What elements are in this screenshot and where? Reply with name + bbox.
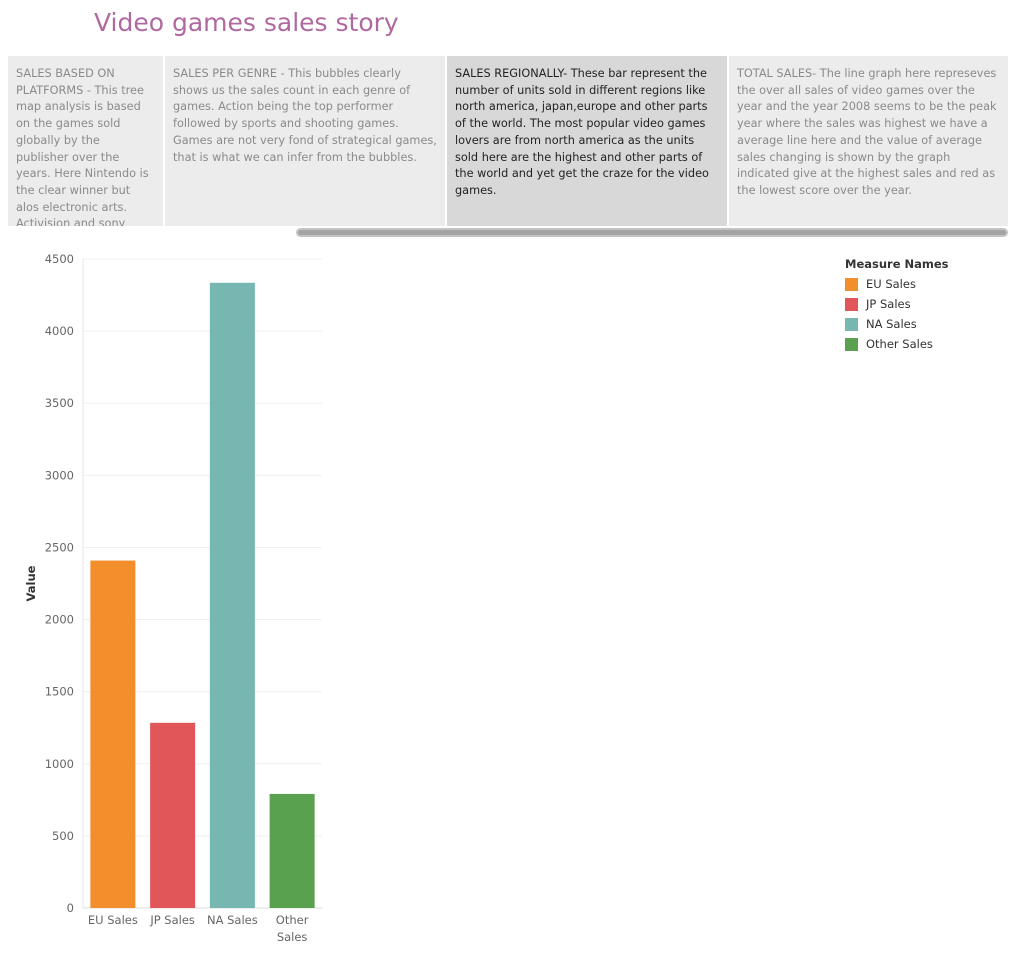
legend-label: NA Sales (866, 317, 917, 331)
x-tick-label: JP Sales (149, 913, 195, 927)
y-tick-label: 1000 (45, 757, 74, 771)
y-tick-label: 4500 (45, 252, 74, 266)
legend-swatch (845, 297, 858, 311)
x-tick-labels: EU Sales JP Sales NA Sales Other Sales (88, 913, 309, 944)
x-tick-label: Other (276, 913, 309, 927)
y-tick-label: 500 (52, 829, 74, 843)
story-point-genre[interactable]: SALES PER GENRE - This bubbles clearly s… (165, 56, 445, 226)
legend-item-na-sales[interactable]: NA Sales (845, 314, 949, 334)
y-tick-label: 3500 (45, 396, 74, 410)
bar (209, 282, 255, 909)
legend-swatch (845, 337, 858, 351)
legend-label: EU Sales (866, 277, 916, 291)
y-tick-label: 2000 (45, 613, 74, 627)
legend-title: Measure Names (845, 257, 949, 271)
story-title: Video games sales story (94, 8, 399, 37)
legend-label: JP Sales (866, 297, 911, 311)
story-scrollbar-thumb[interactable] (298, 230, 1006, 235)
story-point-regional[interactable]: SALES REGIONALLY- These bar represent th… (447, 56, 727, 226)
legend-label: Other Sales (866, 337, 933, 351)
story-point-total[interactable]: TOTAL SALES- The line graph here represe… (729, 56, 1008, 226)
x-tick-label: NA Sales (207, 913, 258, 927)
legend: Measure Names EU Sales JP Sales NA Sales… (845, 257, 949, 354)
y-tick-label: 4000 (45, 324, 74, 338)
story-navigator: SALES BASED ON PLATFORMS - This tree map… (8, 56, 1008, 226)
legend-item-other-sales[interactable]: Other Sales (845, 334, 949, 354)
legend-item-eu-sales[interactable]: EU Sales (845, 274, 949, 294)
y-tick-label: 3000 (45, 468, 74, 482)
story-point-platforms[interactable]: SALES BASED ON PLATFORMS - This tree map… (8, 56, 163, 226)
legend-item-jp-sales[interactable]: JP Sales (845, 294, 949, 314)
legend-swatch (845, 317, 858, 331)
legend-swatch (845, 277, 858, 291)
y-tick-labels: 0 500 1000 1500 2000 2500 3000 3500 4000 4500 (45, 252, 74, 915)
bar-chart: 0 500 1000 1500 2000 2500 3000 3500 4000 4500 Val… (24, 252, 322, 944)
bar (150, 722, 196, 908)
x-tick-label: EU Sales (88, 913, 138, 927)
y-tick-label: 0 (67, 901, 74, 915)
y-tick-label: 2500 (45, 540, 74, 554)
story-scrollbar[interactable] (296, 228, 1008, 237)
y-axis-title: Value (24, 565, 38, 601)
y-tick-label: 1500 (45, 685, 74, 699)
bars (90, 282, 315, 909)
bar (269, 793, 315, 908)
bar (90, 560, 136, 908)
x-tick-label: Sales (277, 930, 308, 944)
